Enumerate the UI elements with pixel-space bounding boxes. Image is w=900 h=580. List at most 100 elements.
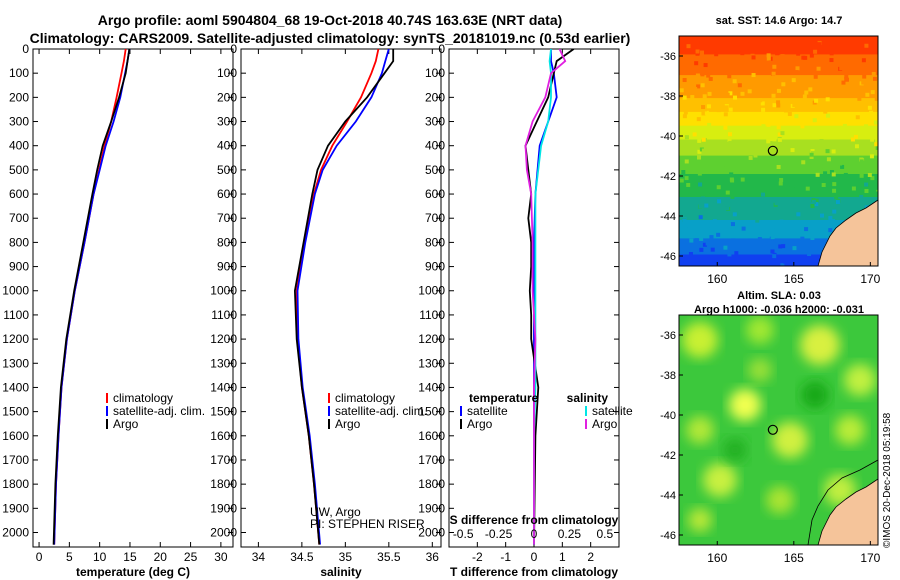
sst-lat-label: -36 bbox=[660, 51, 676, 63]
sst-pixel bbox=[716, 185, 721, 190]
diff-s-tick-label: 0 bbox=[531, 527, 538, 541]
sst-pixel bbox=[789, 186, 794, 191]
sal-x-axis-label: salinity bbox=[320, 565, 362, 579]
sst-pixel bbox=[684, 176, 689, 181]
sst-pixel bbox=[686, 44, 691, 49]
sst-pixel bbox=[716, 108, 721, 113]
sla-anomaly-blob bbox=[746, 316, 774, 344]
sst-pixel bbox=[727, 252, 732, 257]
sst-pixel bbox=[838, 161, 843, 166]
sla-anomaly-blob bbox=[682, 322, 718, 358]
sla-lon-label: 170 bbox=[860, 551, 880, 565]
sst-pixel bbox=[872, 76, 877, 81]
sst-lat-label: -42 bbox=[660, 171, 676, 183]
sst-pixel bbox=[679, 148, 684, 153]
sst-pixel bbox=[723, 125, 728, 130]
sst-band bbox=[679, 174, 878, 198]
sst-pixel bbox=[815, 180, 820, 185]
sst-pixel bbox=[801, 55, 806, 60]
sst-pixel bbox=[859, 173, 864, 178]
sst-pixel bbox=[740, 51, 745, 56]
sst-pixel bbox=[761, 192, 766, 197]
temp-depth-label: 800 bbox=[9, 235, 29, 249]
sst-pixel bbox=[689, 120, 694, 125]
sst-pixel bbox=[805, 186, 810, 191]
diff-depth-label: 200 bbox=[425, 90, 445, 104]
sst-pixel bbox=[689, 238, 694, 243]
sst-pixel bbox=[748, 155, 753, 160]
diff-depth-label: 800 bbox=[425, 235, 445, 249]
sst-pixel bbox=[861, 62, 866, 67]
sst-pixel bbox=[704, 203, 709, 208]
sst-pixel bbox=[772, 103, 777, 108]
diff-depth-label: 1500 bbox=[418, 405, 445, 419]
sst-pixel bbox=[784, 157, 789, 162]
sst-pixel bbox=[736, 178, 741, 183]
diff-depth-label: 400 bbox=[425, 139, 445, 153]
sst-pixel bbox=[740, 177, 745, 182]
sla-anomaly-blob bbox=[729, 389, 761, 421]
sst-lat-label: -44 bbox=[660, 211, 676, 223]
sla-anomaly-blob bbox=[686, 416, 714, 444]
sst-pixel bbox=[801, 160, 806, 165]
sal-depth-label: 700 bbox=[217, 211, 237, 225]
sst-pixel bbox=[863, 161, 868, 166]
sst-pixel bbox=[796, 51, 801, 56]
sst-pixel bbox=[802, 94, 807, 99]
sst-pixel bbox=[695, 40, 700, 45]
sst-pixel bbox=[830, 84, 835, 89]
sst-pixel bbox=[804, 90, 809, 95]
sst-pixel bbox=[854, 144, 859, 149]
sst-pixel bbox=[875, 182, 878, 187]
sst-pixel bbox=[870, 137, 875, 142]
sst-pixel bbox=[774, 224, 779, 229]
diff-s-axis-label: S difference from climatology bbox=[450, 513, 619, 527]
temp-plot-frame bbox=[32, 48, 234, 548]
sst-pixel bbox=[684, 159, 689, 164]
sst-pixel bbox=[682, 78, 687, 83]
sal-depth-label: 400 bbox=[217, 139, 237, 153]
sst-pixel bbox=[709, 198, 714, 203]
sst-pixel bbox=[794, 114, 799, 119]
sst-pixel bbox=[790, 148, 795, 153]
sst-pixel bbox=[740, 115, 745, 120]
sal-x-tick-label: 36 bbox=[426, 550, 440, 564]
sal-note-uw-argo: UW, Argo bbox=[310, 505, 361, 519]
sst-pixel bbox=[700, 72, 705, 77]
sst-pixel bbox=[727, 64, 732, 69]
sst-pixel bbox=[826, 140, 831, 145]
sst-pixel bbox=[679, 132, 684, 137]
sst-pixel bbox=[830, 116, 835, 121]
sst-pixel bbox=[714, 52, 719, 57]
sst-pixel bbox=[679, 88, 684, 93]
diff-depth-label: 1600 bbox=[418, 429, 445, 443]
sst-pixel bbox=[683, 227, 688, 232]
temp-depth-label: 1900 bbox=[2, 501, 29, 515]
sst-pixel bbox=[713, 191, 718, 196]
sst-pixel bbox=[706, 208, 711, 213]
sst-pixel bbox=[734, 251, 739, 256]
sst-pixel bbox=[868, 36, 873, 41]
sst-lon-label: 160 bbox=[707, 272, 727, 286]
sst-pixel bbox=[682, 114, 687, 119]
sst-pixel bbox=[820, 213, 825, 218]
sst-pixel bbox=[858, 163, 863, 168]
temp-depth-label: 100 bbox=[9, 66, 29, 80]
sst-pixel bbox=[705, 77, 710, 82]
sst-pixel bbox=[730, 194, 735, 199]
sst-pixel bbox=[778, 181, 783, 186]
sst-pixel bbox=[761, 203, 766, 208]
sst-pixel bbox=[717, 199, 722, 204]
sst-pixel bbox=[874, 142, 878, 147]
temp-x-axis-label: temperature (deg C) bbox=[76, 565, 190, 579]
sst-pixel bbox=[861, 58, 866, 63]
sla-land-new-zealand bbox=[817, 478, 878, 545]
sst-pixel bbox=[684, 135, 689, 140]
sal-depth-label: 500 bbox=[217, 163, 237, 177]
sal-x-tick-label: 35 bbox=[339, 550, 353, 564]
sst-pixel bbox=[694, 249, 699, 254]
sst-pixel bbox=[813, 49, 818, 54]
sst-pixel bbox=[771, 71, 776, 76]
diff-depth-label: 1900 bbox=[418, 501, 445, 515]
sst-map-frame bbox=[678, 35, 879, 267]
